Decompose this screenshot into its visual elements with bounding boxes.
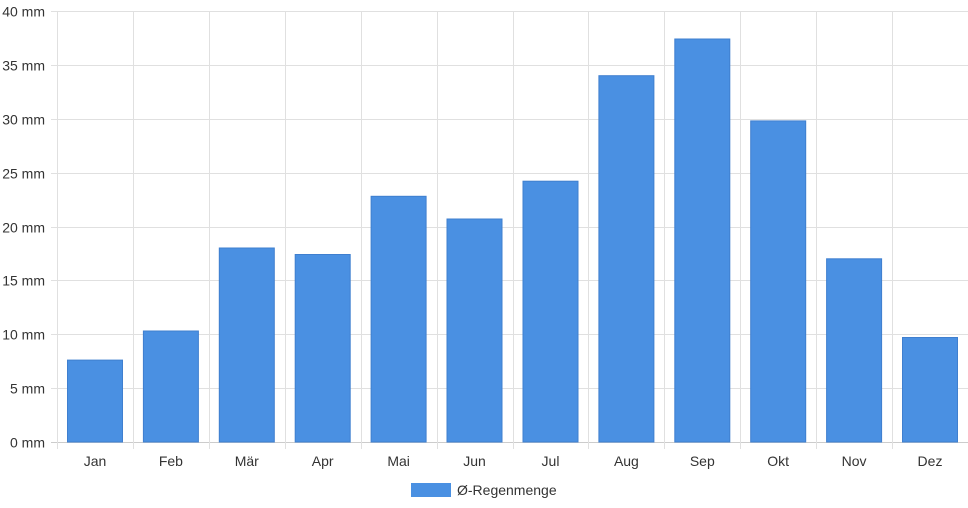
bar-Nov[interactable] — [826, 258, 883, 443]
legend-label: Ø-Regenmenge — [457, 482, 557, 498]
x-tick-label: Mai — [387, 453, 410, 469]
bar-Feb[interactable] — [142, 330, 199, 443]
y-tick-label: 0 mm — [10, 435, 45, 451]
bar-Jun[interactable] — [446, 218, 503, 443]
y-tick-label: 30 mm — [2, 112, 45, 128]
bar-Mär[interactable] — [218, 247, 275, 443]
grid-lines — [51, 11, 968, 449]
x-tick-label: Jul — [542, 453, 560, 469]
x-axis: Jan Feb Mär Apr Mai Jun Jul Aug Sep Okt Nov Dez — [84, 453, 943, 469]
bar-Aug[interactable] — [598, 75, 655, 443]
y-tick-label: 40 mm — [2, 4, 45, 20]
x-tick-label: Aug — [614, 453, 639, 469]
legend[interactable]: Ø-Regenmenge — [411, 482, 557, 498]
x-tick-label: Mär — [235, 453, 259, 469]
bar-Sep[interactable] — [674, 38, 731, 443]
x-tick-label: Dez — [918, 453, 943, 469]
bar-Mai[interactable] — [370, 195, 427, 443]
x-tick-label: Nov — [842, 453, 867, 469]
bar-Apr[interactable] — [294, 254, 351, 443]
bar-Jul[interactable] — [522, 180, 579, 443]
x-tick-label: Sep — [690, 453, 715, 469]
y-tick-label: 10 mm — [2, 327, 45, 343]
x-tick-label: Apr — [312, 453, 334, 469]
x-tick-label: Jan — [84, 453, 107, 469]
bar-Dez[interactable] — [902, 337, 958, 443]
y-tick-label: 15 mm — [2, 273, 45, 289]
x-tick-label: Jun — [463, 453, 486, 469]
x-tick-label: Okt — [767, 453, 789, 469]
y-tick-label: 35 mm — [2, 58, 45, 74]
x-tick-label: Feb — [159, 453, 183, 469]
bars — [67, 38, 958, 443]
y-axis: 0 mm 5 mm 10 mm 15 mm 20 mm 25 mm 30 mm 35 mm 40… — [2, 4, 45, 451]
y-tick-label: 5 mm — [10, 381, 45, 397]
bar-Okt[interactable] — [750, 120, 807, 443]
bar-Jan[interactable] — [67, 359, 123, 443]
legend-swatch — [411, 483, 451, 497]
y-tick-label: 25 mm — [2, 166, 45, 182]
y-tick-label: 20 mm — [2, 220, 45, 236]
